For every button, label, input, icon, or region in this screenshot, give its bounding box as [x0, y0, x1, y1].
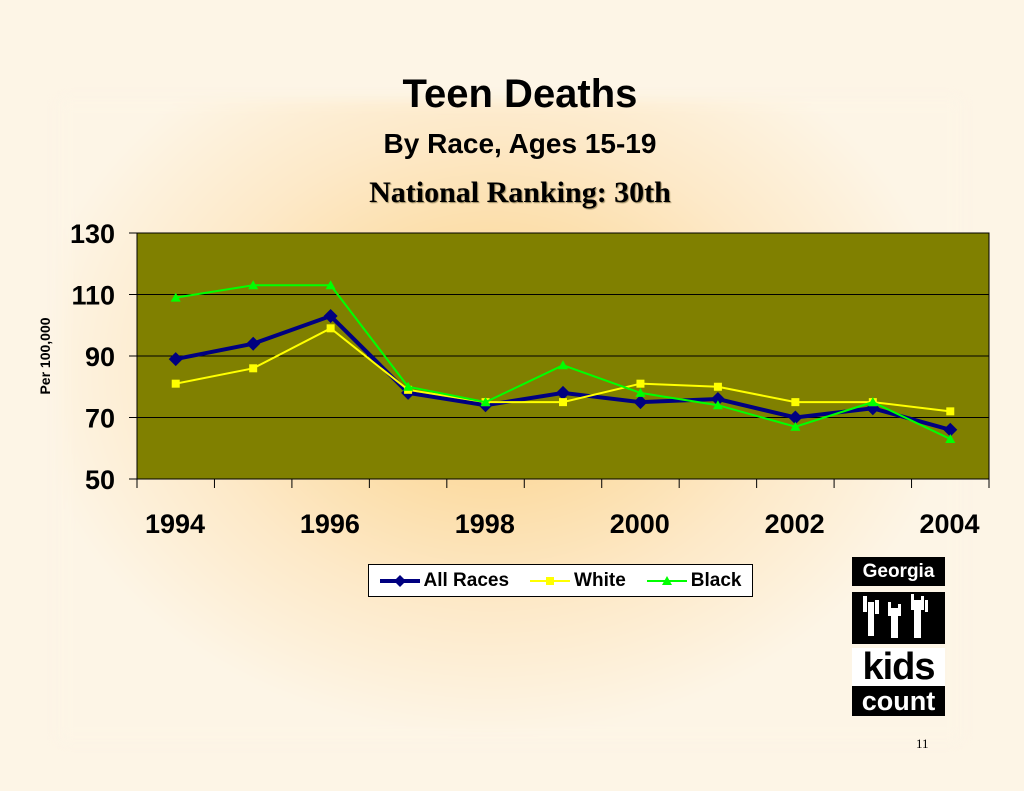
legend-label-all-races: All Races: [423, 569, 510, 591]
point-white: [713, 382, 722, 391]
point-black: [480, 397, 491, 407]
raised-hands-icon: [852, 592, 945, 644]
page-subtitle: By Race, Ages 15-19: [383, 128, 657, 159]
page-number: 11: [916, 736, 929, 751]
y-axis-label: Per 100,000: [37, 317, 53, 394]
legend-symbol-all-races: [379, 574, 420, 587]
legend-symbol-black: [646, 575, 687, 585]
legend-item-black: Black: [646, 569, 742, 592]
national-ranking: National Ranking: 30th: [369, 176, 671, 209]
point-black: [325, 280, 336, 290]
x-tick-label: 1998: [455, 509, 515, 539]
y-tick-label: 110: [71, 281, 115, 311]
point-black: [790, 421, 801, 431]
point-black: [635, 387, 646, 397]
point-black: [867, 397, 878, 407]
logo-kids-text: kids: [852, 648, 945, 686]
y-tick-label: 50: [85, 465, 115, 495]
x-tick-label: 1994: [145, 509, 205, 539]
legend-item-all-races: All Races: [379, 569, 510, 592]
page-title: Teen Deaths: [402, 72, 638, 116]
point-all-races: [246, 336, 261, 351]
point-black: [945, 434, 956, 444]
legend-label-white: White: [574, 569, 626, 591]
point-black: [170, 292, 181, 302]
point-white: [946, 407, 955, 416]
legend-item-white: White: [530, 570, 626, 592]
point-all-races: [788, 410, 803, 425]
point-all-races: [710, 392, 725, 407]
point-white: [636, 379, 645, 388]
point-black: [558, 360, 568, 370]
point-all-races: [168, 352, 183, 367]
x-tick-label: 2000: [610, 509, 670, 539]
point-all-races: [633, 395, 648, 410]
point-all-races: [943, 422, 958, 437]
point-all-races: [323, 309, 338, 324]
point-black: [712, 400, 723, 410]
point-white: [559, 398, 567, 407]
y-tick-label: 90: [85, 342, 115, 372]
point-black: [248, 280, 259, 290]
point-white: [249, 364, 258, 373]
point-all-races: [556, 385, 570, 400]
logo-count-text: count: [852, 686, 945, 716]
point-white: [326, 324, 335, 333]
y-tick-label: 70: [85, 404, 115, 434]
x-tick-label: 2002: [765, 509, 825, 539]
y-tick-label: 130: [70, 219, 115, 249]
x-tick-label: 1996: [300, 509, 360, 539]
point-white: [171, 379, 180, 388]
x-tick-label: 2004: [920, 509, 980, 539]
logo-georgia-text: Georgia: [852, 557, 945, 586]
georgia-kids-count-logo: Georgia kids count: [852, 557, 945, 718]
point-white: [791, 398, 800, 407]
chart-legend: All Races White Black: [368, 564, 753, 597]
legend-label-black: Black: [690, 569, 742, 591]
legend-symbol-white: [530, 576, 571, 585]
point-black: [403, 381, 414, 391]
